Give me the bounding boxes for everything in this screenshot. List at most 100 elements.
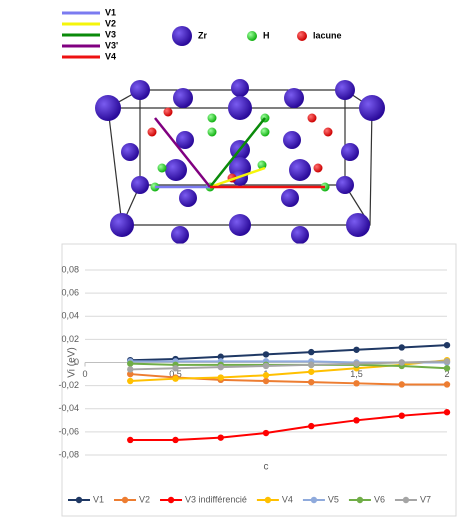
legend-label: V2 [139,494,150,504]
legend-label: V5 [328,494,339,504]
point [172,365,178,371]
point [127,360,133,366]
legend-marker [311,497,317,503]
legend-marker [265,497,271,503]
y-tick-label: 0,06 [61,288,79,298]
zr-atom [228,96,252,120]
point [308,369,314,375]
zr-atom [179,189,197,207]
zr-atom [165,159,187,181]
zr-atom [359,95,385,121]
y-tick-label: -0,08 [58,449,79,459]
legend-marker [168,497,174,503]
zr-atom [130,80,150,100]
point [308,423,314,429]
point [444,409,450,415]
y-tick-label: -0,06 [58,426,79,436]
point [127,437,133,443]
y-tick-label: 0,08 [61,264,79,274]
zr-atom [346,213,370,237]
point [308,362,314,368]
point [172,437,178,443]
zr-atom [231,79,249,97]
point [353,347,359,353]
legend-marker [122,497,128,503]
zr-atom [173,88,193,108]
point [399,381,405,387]
y-tick-label: -0,04 [58,403,79,413]
species-label: lacune [313,30,342,40]
page: {"diagram": { "bonds": ["V1", "V2", "V3"… [0,0,457,518]
point [399,412,405,418]
point [353,380,359,386]
point [218,374,224,380]
bond-legend-label: V1 [105,7,116,17]
y-tick-label: 0,04 [61,311,79,321]
species-marker [297,31,307,41]
point [127,378,133,384]
point [353,360,359,366]
atoms [95,79,385,244]
bond-legend-label: V3 [105,29,116,39]
point [444,358,450,364]
point [263,430,269,436]
point [263,363,269,369]
point [444,365,450,371]
species-marker [172,26,192,46]
vacancy [308,114,317,123]
legend-marker [357,497,363,503]
species-label: Zr [198,30,207,40]
vacancy [324,128,333,137]
zr-atom [281,189,299,207]
x-axis-label: c [264,462,269,473]
h-atom [261,128,270,137]
bond-legend-label: V3' [105,40,118,50]
legend-label: V7 [420,494,431,504]
y-tick-label: -0,02 [58,380,79,390]
point [218,364,224,370]
point [399,344,405,350]
point [172,375,178,381]
point [308,349,314,355]
zr-atom [291,226,309,244]
bond-legend-label: V4 [105,51,116,61]
point [218,434,224,440]
bond-legend-label: V2 [105,18,116,28]
point [308,379,314,385]
zr-atom [121,143,139,161]
vacancy [314,164,323,173]
legend-marker [76,497,82,503]
vacancy [164,108,173,117]
point [263,378,269,384]
zr-atom [229,214,251,236]
point [263,351,269,357]
point [263,372,269,378]
legend-label: V6 [374,494,385,504]
h-atom [208,128,217,137]
legend-label: V4 [282,494,293,504]
zr-atom [289,159,311,181]
legend-label: V1 [93,494,104,504]
zr-atom [335,80,355,100]
vacancy [148,128,157,137]
point [353,417,359,423]
x-tick-label: 0 [82,369,87,379]
point [444,381,450,387]
point [399,359,405,365]
h-atom [208,114,217,123]
h-atom [158,164,167,173]
point [127,366,133,372]
figure: V1V2V3V3'V4ZrHlacune-0,08-0,06-0,04-0,02… [0,0,457,518]
zr-atom [336,176,354,194]
species-marker [247,31,257,41]
point [444,342,450,348]
zr-atom [110,213,134,237]
y-axis-label: Vi (eV) [67,347,78,377]
legend-marker [403,497,409,503]
species-label: H [263,30,270,40]
zr-atom [171,226,189,244]
zr-atom [284,88,304,108]
zr-atom [131,176,149,194]
zr-atom [341,143,359,161]
legend-label: V3 indifférencié [185,494,247,504]
